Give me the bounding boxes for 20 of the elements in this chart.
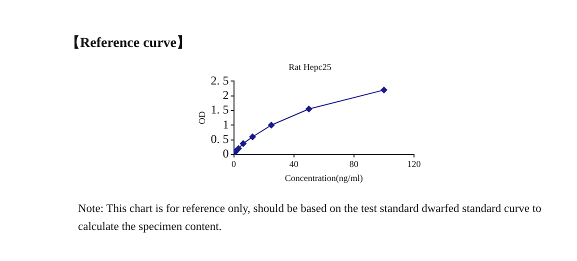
y-axis-title: OD — [196, 110, 207, 124]
y-tick-label: 2. 5 — [210, 73, 229, 88]
chart-title: Rat Hepc25 — [288, 62, 332, 72]
text: 【Reference curve】 — [66, 34, 191, 52]
point — [240, 140, 246, 147]
y-tick-label: 0. 5 — [210, 132, 229, 146]
y-tick-label: 1 — [222, 117, 229, 132]
point — [235, 145, 242, 152]
y-tick-label: 1. 5 — [210, 102, 229, 117]
point — [268, 122, 275, 128]
x-tick-label: 40 — [289, 159, 299, 170]
x-tick-label: 0 — [232, 159, 237, 170]
point — [380, 86, 388, 94]
x-tick-label: 80 — [349, 159, 359, 170]
point — [249, 134, 256, 140]
text: Note: This chart is for reference only, should be based on the test standard dwarfed standard curve to calculate the specimen content. — [78, 202, 542, 235]
x-tick-label: 120 — [407, 159, 422, 170]
y-tick-label: 2 — [222, 88, 229, 102]
x-axis-title: Concentration(ng/ml) — [284, 172, 363, 183]
point — [306, 106, 312, 112]
